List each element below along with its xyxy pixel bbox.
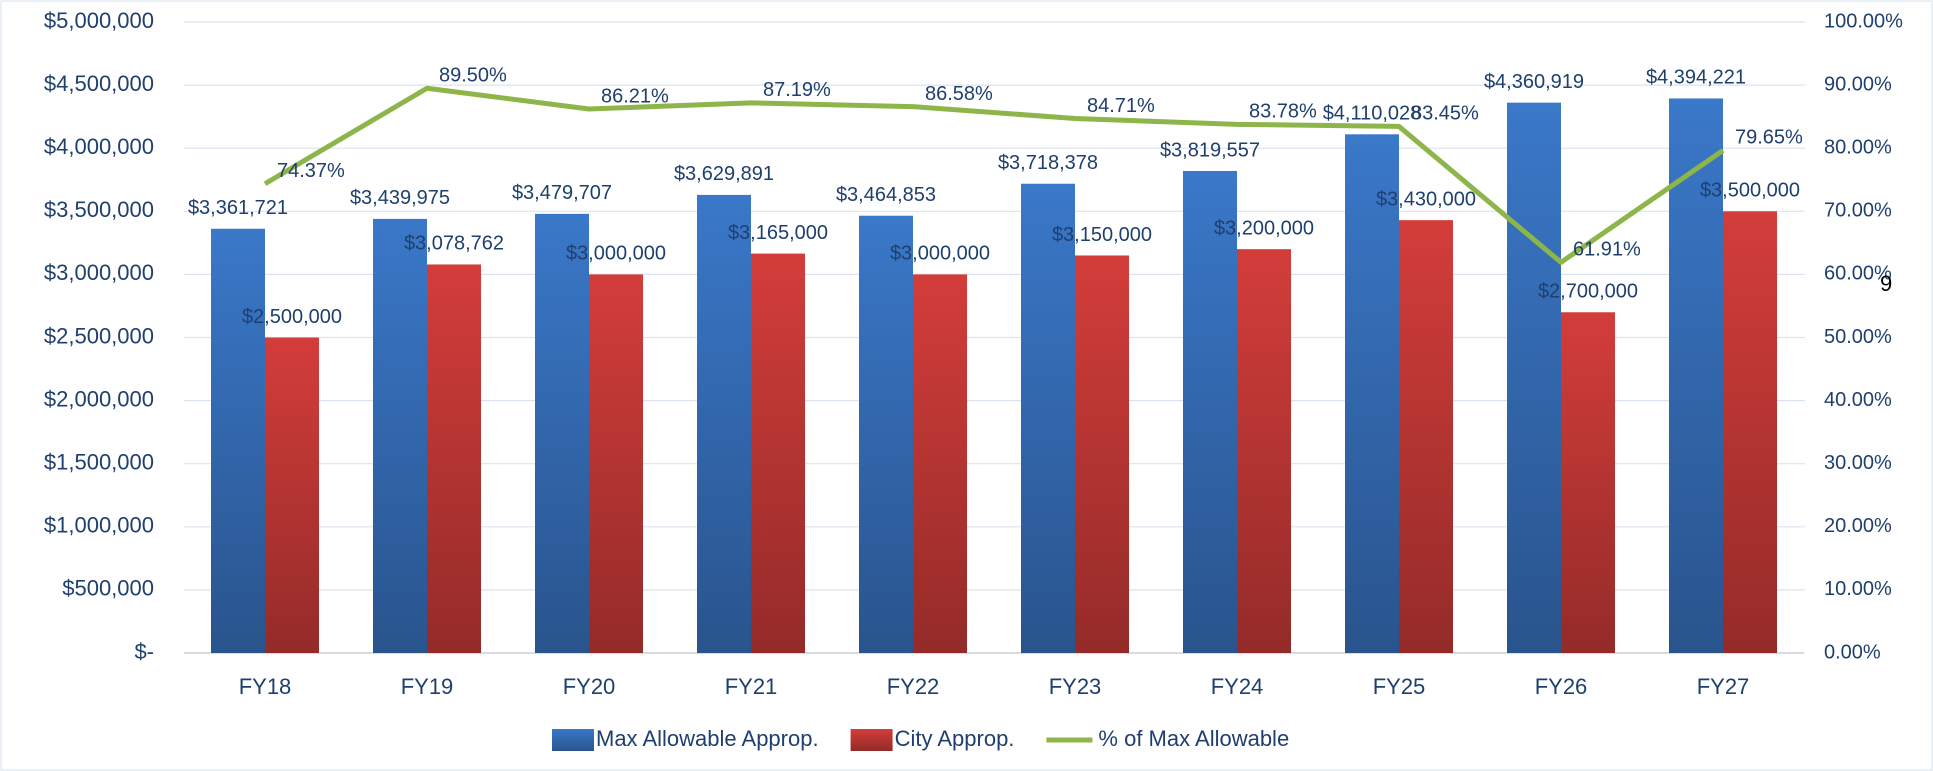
bar	[211, 228, 265, 654]
x-tick-label: FY19	[401, 674, 454, 699]
data-label: 89.50%	[439, 65, 507, 87]
data-label: $3,000,000	[890, 243, 990, 265]
bar	[913, 274, 967, 653]
data-label: $3,078,762	[404, 233, 504, 255]
y2-tick-label: 80.00%	[1824, 136, 1892, 158]
legend-label: % of Max Allowable	[1098, 726, 1289, 751]
y-tick-label: $4,500,000	[44, 71, 154, 96]
bar	[1507, 102, 1561, 653]
legend-swatch	[850, 729, 893, 751]
data-label: $3,200,000	[1214, 217, 1314, 239]
x-tick-label: FY18	[239, 674, 292, 699]
data-label: $4,394,221	[1646, 67, 1746, 89]
data-label: $4,360,919	[1484, 71, 1584, 93]
bar	[265, 337, 319, 653]
y2-tick-label: 10.00%	[1824, 578, 1892, 600]
data-label: 84.71%	[1087, 95, 1155, 117]
x-tick-label: FY21	[725, 674, 778, 699]
y-tick-label: $-	[134, 639, 154, 664]
bar	[1669, 98, 1723, 653]
x-tick-label: FY26	[1535, 674, 1588, 699]
bar	[1021, 183, 1075, 653]
bar	[589, 274, 643, 653]
y2-tick-label: 0.00%	[1824, 641, 1881, 663]
data-label: 79.65%	[1735, 127, 1803, 149]
legend-swatch	[552, 729, 594, 751]
y2-tick-label: 20.00%	[1824, 515, 1892, 537]
bar	[535, 213, 589, 654]
y-tick-label: $2,000,000	[44, 386, 154, 411]
data-label: $3,361,721	[188, 197, 288, 219]
y2-tick-label: 30.00%	[1824, 452, 1892, 474]
data-label: $3,479,707	[512, 182, 612, 204]
x-tick-label: FY24	[1211, 674, 1264, 699]
data-label: $3,439,975	[350, 187, 450, 209]
y-tick-label: $1,000,000	[44, 513, 154, 538]
y-tick-label: $3,500,000	[44, 197, 154, 222]
line	[263, 85, 1725, 265]
bar	[1237, 249, 1291, 653]
bar	[1399, 220, 1453, 653]
y2-tick-label: 60.00%	[1824, 263, 1892, 285]
x-tick-label: FY20	[563, 674, 616, 699]
data-label: 61.91%	[1573, 239, 1641, 261]
legend-item: Max Allowable Approp.	[552, 726, 819, 751]
data-label: $3,150,000	[1052, 224, 1152, 246]
data-label: 87.19%	[763, 79, 831, 101]
bar	[427, 264, 481, 653]
data-label: 83.78%	[1249, 101, 1317, 123]
legend-label: City Approp.	[895, 726, 1015, 751]
data-label: $2,700,000	[1538, 281, 1638, 303]
y-tick-label: $500,000	[62, 576, 154, 601]
y2-tick-label: 90.00%	[1824, 73, 1892, 95]
page-number: 9	[1880, 271, 1892, 296]
data-label: $3,718,378	[998, 152, 1098, 174]
x-tick-label: FY27	[1697, 674, 1750, 699]
legend-item: City Approp.	[850, 726, 1015, 751]
bar	[373, 218, 427, 653]
data-label: 86.58%	[925, 83, 993, 105]
x-tick-label: FY25	[1373, 674, 1426, 699]
bar	[1345, 134, 1399, 654]
data-label: $3,819,557	[1160, 139, 1260, 161]
data-label: $3,430,000	[1376, 188, 1476, 210]
data-label: $2,500,000	[242, 306, 342, 328]
legend-label: Max Allowable Approp.	[596, 726, 819, 751]
bar	[751, 253, 805, 653]
y-tick-label: $2,500,000	[44, 323, 154, 348]
x-tick-label: FY23	[1049, 674, 1102, 699]
data-label: $4,110,028	[1323, 103, 1422, 125]
bar	[1561, 312, 1615, 653]
bar	[1183, 170, 1237, 653]
data-label: $3,165,000	[728, 222, 828, 244]
bar	[1075, 255, 1129, 653]
data-label: $3,500,000	[1700, 180, 1800, 202]
y-tick-label: $1,500,000	[44, 450, 154, 475]
y2-tick-label: 100.00%	[1824, 10, 1903, 32]
y2-tick-label: 70.00%	[1824, 200, 1892, 222]
data-label: $3,000,000	[566, 243, 666, 265]
y2-tick-label: 40.00%	[1824, 389, 1892, 411]
y-tick-label: $5,000,000	[44, 8, 154, 33]
bar	[1723, 211, 1777, 654]
legend-item: % of Max Allowable	[1046, 726, 1289, 751]
data-label: 86.21%	[601, 85, 669, 107]
data-label: 83.45%	[1411, 103, 1479, 125]
y-tick-label: $4,000,000	[44, 134, 154, 159]
bar	[697, 194, 751, 653]
data-label: $3,464,853	[836, 184, 936, 206]
y-tick-label: $3,000,000	[44, 260, 154, 285]
x-tick-label: FY22	[887, 674, 940, 699]
data-label: 74.37%	[277, 160, 345, 182]
y2-tick-label: 50.00%	[1824, 326, 1892, 348]
bar	[859, 215, 913, 654]
data-label: $3,629,891	[674, 163, 774, 185]
